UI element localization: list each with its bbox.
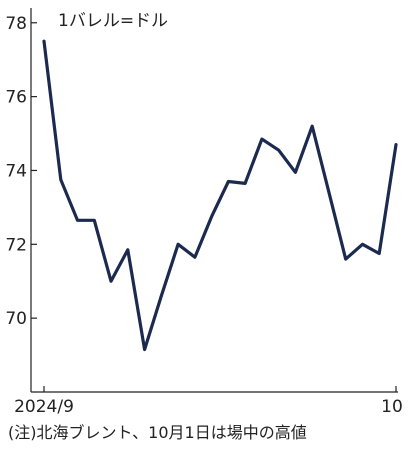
series-line [44,41,396,349]
y-tick-label: 78 [5,14,27,34]
unit-label: 1バレル=ドル [58,11,168,31]
y-axis-ticks: 70 72 74 76 78 [5,14,37,329]
x-axis-ticks: 2024/9 10 [14,386,403,417]
y-tick-label: 72 [5,235,27,255]
x-tick-label: 2024/9 [14,397,74,417]
y-tick-label: 74 [5,161,27,181]
brent-price-chart: 1バレル=ドル 70 72 74 76 78 2024/9 10 [0,0,410,420]
footnote: (注)北海ブレント、10月1日は場中の高値 [8,419,307,443]
x-tick-label: 10 [381,397,403,417]
y-tick-label: 76 [5,88,27,108]
y-tick-label: 70 [5,309,27,329]
